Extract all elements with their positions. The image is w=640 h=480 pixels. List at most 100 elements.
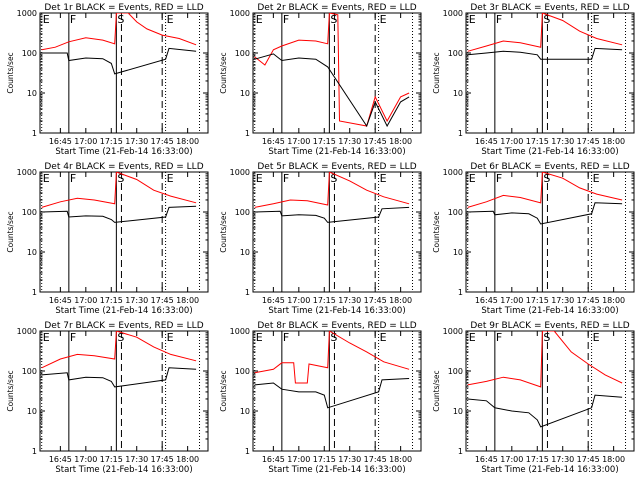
y-tick-label: 1000 — [17, 168, 37, 177]
x-axis-label: Start Time (21-Feb-14 16:33:00) — [55, 465, 192, 475]
lld-series-line — [254, 172, 410, 208]
y-tick-label: 100 — [235, 49, 250, 58]
event-marker-label: F — [283, 172, 289, 185]
x-tick-label: 16:45 — [49, 296, 72, 305]
x-axis-label: Start Time (21-Feb-14 16:33:00) — [55, 306, 192, 316]
plot-frame — [252, 171, 422, 293]
y-axis-label: Counts/sec — [219, 211, 228, 252]
x-tick-label: 17:30 — [551, 455, 574, 464]
lld-series-line — [254, 331, 410, 384]
events-series-line — [467, 202, 623, 225]
x-tick-label: 17:00 — [74, 137, 97, 146]
y-axis-label: Counts/sec — [6, 52, 15, 93]
plot-frame — [465, 12, 635, 134]
y-axis-label: Counts/sec — [219, 370, 228, 411]
event-marker-label: E — [593, 172, 600, 185]
x-tick-label: 17:00 — [74, 455, 97, 464]
y-tick-label: 1 — [32, 129, 37, 138]
x-tick-label: 17:15 — [100, 455, 123, 464]
panel-title: Det 9r BLACK = Events, RED = LLD — [470, 321, 629, 331]
lld-series-line — [41, 331, 197, 369]
panel-title: Det 3r BLACK = Events, RED = LLD — [470, 3, 629, 13]
x-axis-label: Start Time (21-Feb-14 16:33:00) — [481, 147, 618, 157]
lld-series-line — [41, 13, 197, 51]
event-marker-label: S — [330, 13, 337, 26]
x-tick-label: 17:30 — [338, 455, 361, 464]
events-series-line — [41, 47, 197, 75]
y-tick-label: 1000 — [230, 168, 250, 177]
event-marker-label: E — [593, 13, 600, 26]
lld-series-line — [41, 172, 197, 208]
y-tick-label: 10 — [27, 407, 37, 416]
x-tick-label: 16:45 — [475, 137, 498, 146]
x-tick-label: 18:00 — [389, 296, 412, 305]
x-axis-label: Start Time (21-Feb-14 16:33:00) — [268, 147, 405, 157]
x-axis-label: Start Time (21-Feb-14 16:33:00) — [481, 306, 618, 316]
y-tick-label: 100 — [22, 208, 37, 217]
event-marker-label: S — [330, 331, 337, 344]
panel-9: Det 9r BLACK = Events, RED = LLD 1000 100 1… — [432, 321, 635, 475]
lld-series-line — [467, 13, 623, 52]
event-marker-label: E — [256, 13, 263, 26]
plot-frame — [39, 171, 209, 293]
x-tick-label: 17:30 — [125, 455, 148, 464]
panel-title: Det 6r BLACK = Events, RED = LLD — [470, 162, 629, 172]
x-tick-label: 17:15 — [100, 137, 123, 146]
x-tick-label: 17:15 — [100, 296, 123, 305]
y-tick-label: 10 — [27, 248, 37, 257]
y-tick-label: 10 — [240, 89, 250, 98]
event-marker-label: E — [380, 13, 387, 26]
panel-6: Det 6r BLACK = Events, RED = LLD 1000 100 1… — [432, 162, 635, 316]
events-series-line — [467, 394, 623, 428]
panel-1: Det 1r BLACK = Events, RED = LLD 1000 100 1… — [6, 3, 209, 157]
x-tick-label: 17:00 — [500, 296, 523, 305]
x-tick-label: 16:45 — [49, 137, 72, 146]
plot-frame — [252, 330, 422, 452]
x-tick-label: 17:45 — [151, 137, 174, 146]
x-tick-label: 17:30 — [338, 137, 361, 146]
y-tick-label: 1 — [32, 447, 37, 456]
y-tick-label: 10 — [240, 248, 250, 257]
event-marker-label: E — [167, 331, 174, 344]
panel-4: Det 4r BLACK = Events, RED = LLD 1000 100 1… — [6, 162, 209, 316]
panel-title: Det 1r BLACK = Events, RED = LLD — [44, 3, 203, 13]
x-tick-label: 17:15 — [526, 137, 549, 146]
x-tick-label: 17:15 — [313, 455, 336, 464]
x-tick-label: 17:45 — [577, 137, 600, 146]
events-series-line — [41, 367, 197, 388]
events-series-line — [41, 205, 197, 223]
event-marker-label: E — [469, 13, 476, 26]
x-tick-label: 17:15 — [526, 296, 549, 305]
lld-series-line — [254, 13, 410, 127]
x-tick-label: 17:00 — [287, 296, 310, 305]
x-tick-label: 18:00 — [602, 137, 625, 146]
event-marker-label: F — [283, 13, 289, 26]
panel-title: Det 5r BLACK = Events, RED = LLD — [257, 162, 416, 172]
y-tick-label: 1 — [32, 288, 37, 297]
event-marker-label: S — [543, 172, 550, 185]
event-marker-label: S — [117, 331, 124, 344]
y-tick-label: 1 — [458, 288, 463, 297]
event-marker-label: F — [70, 172, 76, 185]
x-tick-label: 17:00 — [287, 455, 310, 464]
event-marker-label: E — [380, 331, 387, 344]
y-tick-label: 100 — [448, 367, 463, 376]
y-tick-label: 10 — [453, 89, 463, 98]
events-series-line — [254, 206, 410, 223]
y-tick-label: 1 — [458, 447, 463, 456]
x-tick-label: 18:00 — [389, 137, 412, 146]
y-tick-label: 10 — [453, 248, 463, 257]
plot-frame — [39, 12, 209, 134]
x-tick-label: 16:45 — [262, 296, 285, 305]
event-marker-label: F — [496, 331, 502, 344]
event-marker-label: S — [117, 172, 124, 185]
event-marker-label: S — [543, 13, 550, 26]
x-tick-label: 18:00 — [389, 455, 412, 464]
x-tick-label: 16:45 — [49, 455, 72, 464]
x-axis-label: Start Time (21-Feb-14 16:33:00) — [268, 306, 405, 316]
x-tick-label: 18:00 — [176, 296, 199, 305]
y-axis-label: Counts/sec — [6, 211, 15, 252]
event-marker-label: E — [256, 331, 263, 344]
x-axis-label: Start Time (21-Feb-14 16:33:00) — [55, 147, 192, 157]
